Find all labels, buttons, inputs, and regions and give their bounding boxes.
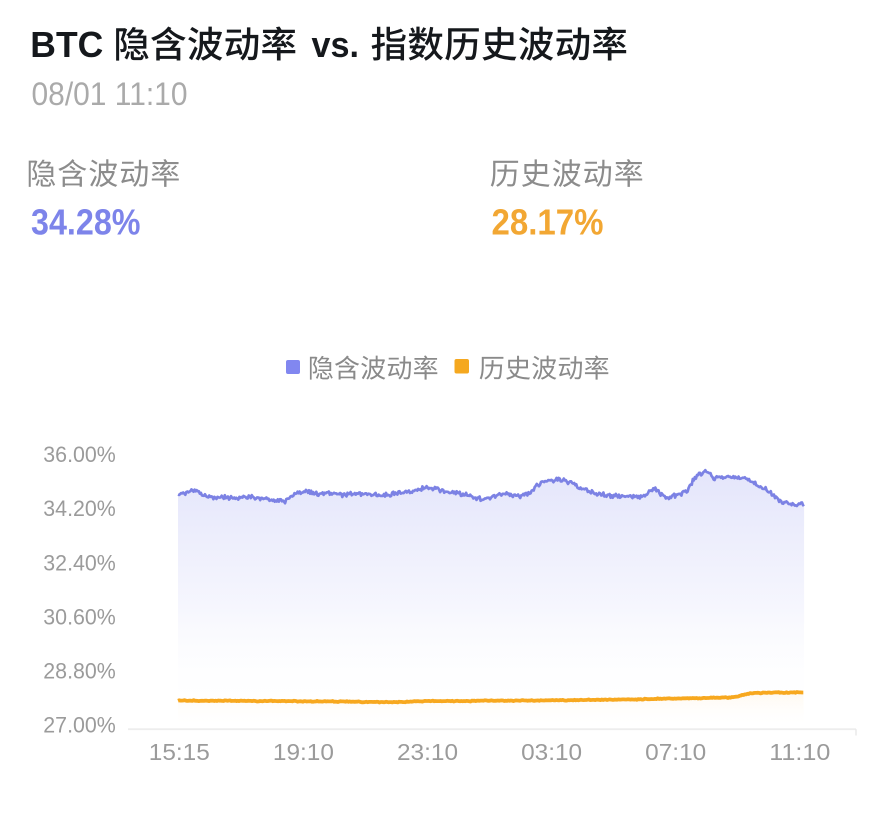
svg-text:07:10: 07:10 bbox=[645, 739, 706, 765]
svg-text:BTC: BTC bbox=[30, 24, 103, 65]
svg-text:23:10: 23:10 bbox=[397, 739, 458, 765]
svg-text:36.00%: 36.00% bbox=[43, 442, 116, 467]
svg-text:32.40%: 32.40% bbox=[43, 550, 116, 575]
svg-text:15:15: 15:15 bbox=[149, 739, 210, 765]
svg-text:03:10: 03:10 bbox=[521, 739, 582, 765]
svg-text:34.20%: 34.20% bbox=[43, 496, 116, 521]
svg-text:vs.: vs. bbox=[312, 24, 360, 65]
svg-text:19:10: 19:10 bbox=[273, 739, 334, 765]
svg-text:30.60%: 30.60% bbox=[43, 604, 116, 629]
svg-text:08/01 11:10: 08/01 11:10 bbox=[32, 76, 188, 112]
svg-text:27.00%: 27.00% bbox=[43, 713, 116, 738]
svg-text:28.80%: 28.80% bbox=[43, 658, 116, 683]
svg-text:28.17%: 28.17% bbox=[492, 202, 604, 243]
svg-text:34.28%: 34.28% bbox=[31, 202, 141, 243]
svg-text:11:10: 11:10 bbox=[769, 739, 830, 765]
